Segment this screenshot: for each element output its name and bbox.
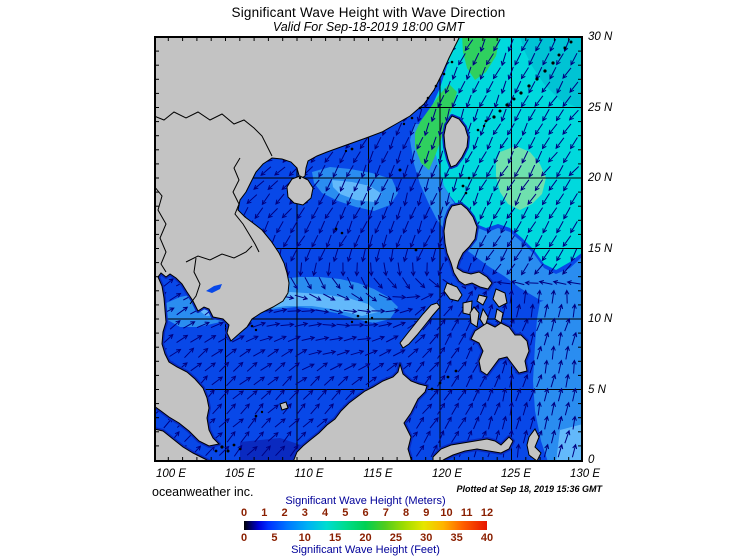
- feet-tick: 35: [450, 532, 463, 544]
- lat-label: 20 N: [588, 172, 613, 184]
- meters-tick: 7: [382, 507, 389, 519]
- lat-label: 25 N: [588, 101, 613, 114]
- lon-label: 125 E: [500, 468, 532, 480]
- land-luzon: [443, 203, 493, 290]
- land-natuna: [279, 401, 289, 411]
- feet-tick: 5: [271, 532, 278, 544]
- land-taiwan: [443, 115, 469, 168]
- lon-label: 115 E: [363, 468, 393, 480]
- plotted-timestamp: Plotted at Sep 18, 2019 15:36 GMT: [456, 484, 602, 494]
- feet-tick: 40: [480, 532, 494, 544]
- legend-feet-label: Significant Wave Height (Feet): [291, 544, 440, 556]
- map-canvas: [154, 36, 583, 462]
- land-mainland-asia: [154, 36, 461, 447]
- land-mindanao: [470, 322, 530, 376]
- land-sulawesi: [432, 436, 514, 462]
- land-hainan: [286, 175, 314, 206]
- lon-label: 105 E: [224, 468, 256, 480]
- feet-tick: 10: [298, 532, 311, 544]
- credit: oceanweather inc.: [152, 485, 254, 499]
- meters-tick: 2: [281, 507, 288, 519]
- meters-tick: 3: [301, 507, 308, 519]
- shade-teal-ryukyu-corner: [520, 36, 583, 110]
- legend-meters-label: Significant Wave Height (Meters): [285, 495, 446, 507]
- feet-tick: 15: [329, 532, 342, 544]
- lat-label: 15 N: [588, 242, 613, 255]
- shade-green-taiwan-strait: [415, 84, 457, 170]
- land-palawan: [399, 302, 441, 349]
- lat-label: 5 N: [588, 383, 606, 396]
- feet-tick: 25: [389, 532, 402, 544]
- lon-label: 110 E: [294, 468, 324, 480]
- meters-tick: 0: [240, 507, 248, 519]
- meters-tick: 11: [460, 507, 473, 519]
- lat-label: 30 N: [588, 31, 613, 43]
- lon-label: 100 E: [155, 468, 187, 480]
- land-halmahera: [526, 428, 542, 462]
- meters-tick: 9: [423, 507, 430, 519]
- shade-green-china-coast: [462, 36, 500, 80]
- lon-label: 120 E: [431, 468, 463, 480]
- meters-tick: 5: [342, 507, 349, 519]
- meters-tick: 6: [362, 507, 369, 519]
- lat-label: 10 N: [588, 313, 613, 325]
- shade-pale-southeast-corner: [556, 424, 583, 462]
- lake-tonle-sap: [206, 284, 222, 293]
- lat-label: 0: [588, 454, 595, 466]
- legend-colorbar: [244, 521, 487, 530]
- shade-pale-gulf-of-tonkin: [332, 180, 382, 202]
- meters-tick: 12: [480, 507, 494, 519]
- land-masbate: [476, 294, 488, 306]
- land-sumatra: [154, 428, 211, 462]
- small-islands: [214, 40, 573, 453]
- feet-tick: 30: [420, 532, 433, 544]
- country-borders: [154, 111, 273, 305]
- valid-time-subtitle: Valid For Sep-18-2019 18:00 GMT: [272, 20, 465, 34]
- meters-tick: 4: [321, 507, 329, 519]
- land-negros: [469, 306, 480, 328]
- landmasses: [154, 36, 542, 462]
- meters-tick: 1: [261, 507, 268, 519]
- meters-tick: 10: [440, 507, 453, 519]
- land-samar: [492, 288, 508, 308]
- page-title: Significant Wave Height with Wave Direct…: [231, 5, 506, 20]
- land-mindoro: [443, 282, 463, 302]
- meters-tick: 8: [402, 507, 410, 519]
- map-frame: [154, 36, 583, 462]
- feet-tick: 0: [240, 532, 248, 544]
- land-borneo: [292, 362, 428, 462]
- lon-label: 130 E: [569, 468, 601, 480]
- feet-tick: 20: [359, 532, 372, 544]
